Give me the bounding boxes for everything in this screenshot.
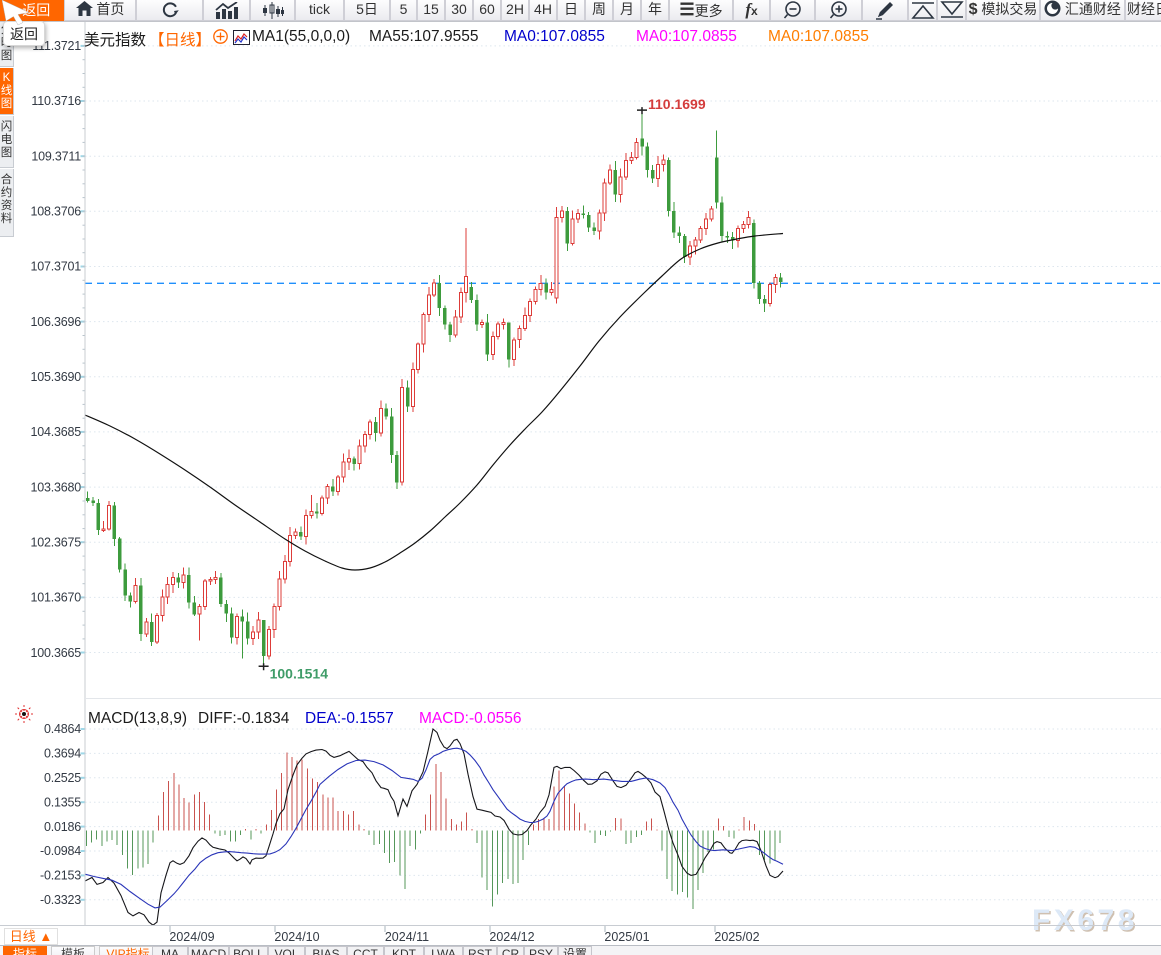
svg-text:103.3680: 103.3680 (30, 480, 81, 494)
svg-text:0.2525: 0.2525 (44, 771, 81, 785)
svg-text:-0.0984: -0.0984 (40, 844, 81, 858)
svg-text:105.3690: 105.3690 (30, 370, 81, 384)
svg-text:2024/11: 2024/11 (385, 930, 429, 944)
svg-text:-0.2153: -0.2153 (40, 869, 81, 883)
svg-text:110.1699: 110.1699 (648, 96, 706, 112)
svg-text:2024/09: 2024/09 (169, 930, 214, 944)
svg-text:100.1514: 100.1514 (270, 665, 329, 681)
svg-text:0.3694: 0.3694 (44, 747, 81, 761)
svg-text:109.3711: 109.3711 (31, 149, 81, 163)
svg-text:108.3706: 108.3706 (30, 205, 81, 219)
svg-text:0.1355: 0.1355 (44, 795, 81, 809)
svg-text:FX678: FX678 (1034, 906, 1140, 939)
svg-text:2024/10: 2024/10 (274, 930, 319, 944)
svg-text:0.4864: 0.4864 (44, 722, 81, 736)
svg-text:106.3696: 106.3696 (30, 315, 81, 329)
svg-text:102.3675: 102.3675 (30, 536, 81, 550)
svg-text:101.3670: 101.3670 (30, 591, 81, 605)
svg-text:100.3665: 100.3665 (30, 646, 81, 660)
svg-text:0.0186: 0.0186 (44, 820, 81, 834)
svg-text:2024/12: 2024/12 (489, 930, 534, 944)
svg-text:110.3716: 110.3716 (31, 94, 81, 108)
svg-text:107.3701: 107.3701 (30, 260, 81, 274)
svg-text:104.3685: 104.3685 (30, 425, 81, 439)
svg-text:2025/02: 2025/02 (714, 930, 759, 944)
svg-text:FX678: FX678 (1032, 904, 1138, 937)
svg-text:2025/01: 2025/01 (604, 930, 649, 944)
svg-text:-0.3323: -0.3323 (40, 893, 81, 907)
